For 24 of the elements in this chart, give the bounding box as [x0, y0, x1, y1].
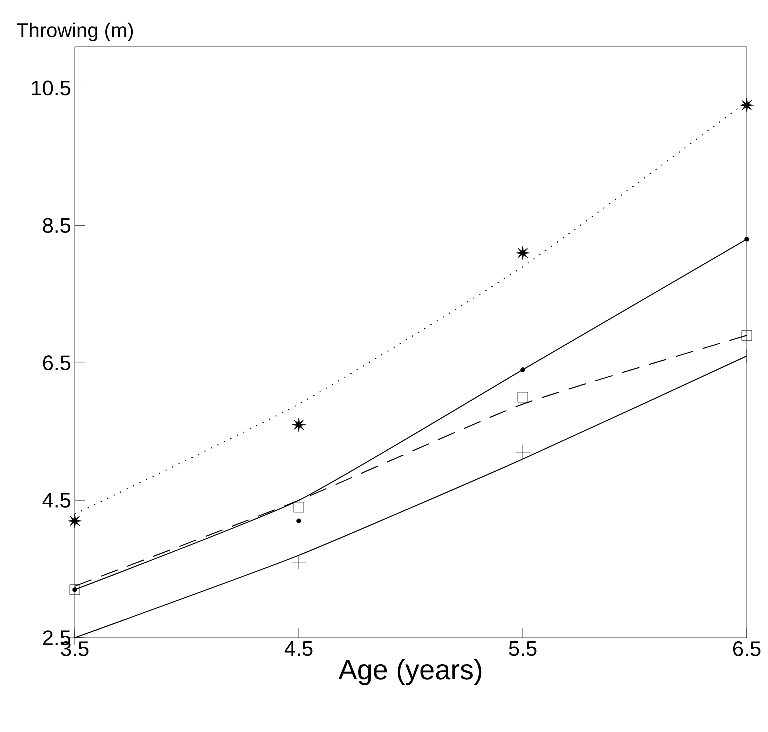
point — [740, 98, 754, 113]
y-tick-label: 6.5 — [43, 356, 71, 371]
x-axis-title: Age (years) — [338, 659, 482, 686]
point — [296, 518, 302, 524]
point — [518, 392, 528, 403]
point — [70, 584, 80, 596]
point — [740, 349, 754, 364]
x-tick-label: 6.5 — [733, 642, 761, 656]
y-tick-label: 10.5 — [32, 80, 71, 96]
point — [294, 502, 304, 513]
point — [742, 330, 752, 341]
x-tick-label: 5.5 — [509, 642, 537, 656]
x-tick-label: 4.5 — [284, 642, 313, 656]
point — [292, 555, 306, 570]
point — [516, 246, 530, 260]
point — [744, 237, 750, 242]
point — [72, 587, 78, 592]
y-tick-label: 4.5 — [42, 493, 71, 508]
point — [292, 418, 306, 432]
y-tick-label: 8.5 — [43, 218, 71, 234]
point — [68, 514, 82, 528]
point — [516, 445, 530, 460]
point — [520, 368, 526, 372]
y-axis-title: Throwing (m) — [16, 22, 134, 42]
